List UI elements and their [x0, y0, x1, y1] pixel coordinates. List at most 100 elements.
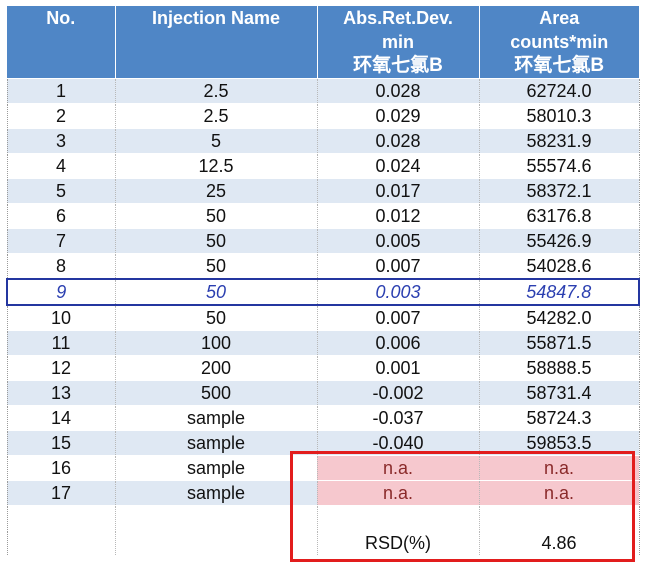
table-row: 6 50 0.012 63176.8 [6, 203, 640, 229]
cell-no: 6 [6, 203, 116, 229]
cell-abs-ret-dev: -0.040 [317, 430, 480, 456]
cell-area: 55871.5 [479, 330, 640, 356]
table-row: 7 50 0.005 55426.9 [6, 228, 640, 254]
results-table-container: No. Injection Name Abs.Ret.Dev. Area min… [6, 6, 640, 556]
header-unit-abs-ret-dev: min [317, 30, 480, 54]
cell-abs-ret-dev: 0.007 [317, 253, 480, 280]
cell-injection-name: 2.5 [115, 78, 318, 104]
cell-no: 12 [6, 355, 116, 381]
cell-area: 58231.9 [479, 128, 640, 154]
cell-no: 14 [6, 405, 116, 431]
cell-abs-ret-dev: 0.024 [317, 153, 480, 179]
table-row: 13 500 -0.002 58731.4 [6, 380, 640, 406]
table-row: 5 25 0.017 58372.1 [6, 178, 640, 204]
header-compound-abs-ret-dev: 环氧七氯B [317, 54, 480, 79]
cell-injection-name: 50 [115, 278, 318, 306]
table-row: 3 5 0.028 58231.9 [6, 128, 640, 154]
cell-no: 15 [6, 430, 116, 456]
table-row: 17 sample n.a. n.a. [6, 480, 640, 506]
table-row-selected[interactable]: 9 50 0.003 54847.8 [6, 278, 640, 306]
column-header-injection-name: Injection Name [115, 6, 318, 30]
header-compound-no [7, 54, 116, 79]
cell-area: 58724.3 [479, 405, 640, 431]
cell-abs-ret-dev: 0.028 [317, 78, 480, 104]
cell-no: 17 [6, 480, 116, 506]
column-header-no: No. [7, 6, 116, 30]
header-row-3: 环氧七氯B 环氧七氯B [7, 54, 639, 79]
cell-injection-name: 50 [115, 228, 318, 254]
cell-area: 63176.8 [479, 203, 640, 229]
cell-empty [115, 530, 318, 556]
summary-row: RSD(%) 4.86 [6, 530, 640, 556]
table-body: 1 2.5 0.028 62724.0 2 2.5 0.029 58010.3 … [6, 78, 640, 556]
table-row-empty [6, 505, 640, 531]
cell-area: 58888.5 [479, 355, 640, 381]
cell-injection-name: 50 [115, 253, 318, 280]
header-unit-no [7, 30, 116, 54]
cell-injection-name: 2.5 [115, 103, 318, 129]
cell-no: 16 [6, 455, 116, 481]
table-row: 4 12.5 0.024 55574.6 [6, 153, 640, 179]
rsd-value: 4.86 [479, 530, 640, 556]
cell-injection-name: 100 [115, 330, 318, 356]
cell-area: 58731.4 [479, 380, 640, 406]
cell-area: 54028.6 [479, 253, 640, 280]
cell-injection-name: 500 [115, 380, 318, 406]
cell-injection-name: 25 [115, 178, 318, 204]
cell-injection-name: sample [115, 430, 318, 456]
cell-abs-ret-dev: 0.028 [317, 128, 480, 154]
table-row: 1 2.5 0.028 62724.0 [6, 78, 640, 104]
cell-abs-ret-dev: 0.017 [317, 178, 480, 204]
header-unit-area: counts*min [479, 30, 639, 54]
cell-area: 59853.5 [479, 430, 640, 456]
cell-no: 4 [6, 153, 116, 179]
cell-injection-name: 5 [115, 128, 318, 154]
cell-no: 1 [6, 78, 116, 104]
cell-no: 9 [6, 278, 116, 306]
cell-no: 5 [6, 178, 116, 204]
cell-area: 55574.6 [479, 153, 640, 179]
table-row: 16 sample n.a. n.a. [6, 455, 640, 481]
results-table: No. Injection Name Abs.Ret.Dev. Area min… [6, 6, 640, 556]
cell-injection-name: sample [115, 480, 318, 506]
table-header: No. Injection Name Abs.Ret.Dev. Area min… [7, 6, 639, 79]
cell-no: 11 [6, 330, 116, 356]
table-row: 15 sample -0.040 59853.5 [6, 430, 640, 456]
cell-no: 3 [6, 128, 116, 154]
header-compound-injection-name [115, 54, 318, 79]
cell-empty [6, 530, 116, 556]
cell-empty [317, 505, 480, 531]
table-row: 14 sample -0.037 58724.3 [6, 405, 640, 431]
table-row: 12 200 0.001 58888.5 [6, 355, 640, 381]
rsd-label: RSD(%) [317, 530, 480, 556]
cell-injection-name: 50 [115, 203, 318, 229]
cell-empty [479, 505, 640, 531]
column-header-area: Area [479, 6, 639, 30]
column-header-abs-ret-dev: Abs.Ret.Dev. [317, 6, 480, 30]
cell-area: 58010.3 [479, 103, 640, 129]
cell-no: 10 [6, 305, 116, 331]
header-row-2: min counts*min [7, 30, 639, 54]
cell-abs-ret-dev: -0.002 [317, 380, 480, 406]
cell-injection-name: sample [115, 405, 318, 431]
table-row: 2 2.5 0.029 58010.3 [6, 103, 640, 129]
cell-abs-ret-dev: 0.007 [317, 305, 480, 331]
cell-area: 55426.9 [479, 228, 640, 254]
cell-area: n.a. [479, 455, 640, 481]
cell-empty [6, 505, 116, 531]
cell-injection-name: 50 [115, 305, 318, 331]
cell-no: 2 [6, 103, 116, 129]
cell-abs-ret-dev: n.a. [317, 480, 480, 506]
cell-abs-ret-dev: 0.006 [317, 330, 480, 356]
cell-injection-name: 12.5 [115, 153, 318, 179]
cell-empty [115, 505, 318, 531]
cell-area: 54282.0 [479, 305, 640, 331]
header-row-1: No. Injection Name Abs.Ret.Dev. Area [7, 6, 639, 30]
header-compound-area: 环氧七氯B [479, 54, 639, 79]
cell-abs-ret-dev: 0.029 [317, 103, 480, 129]
table-row: 8 50 0.007 54028.6 [6, 253, 640, 280]
cell-injection-name: 200 [115, 355, 318, 381]
cell-area: 62724.0 [479, 78, 640, 104]
cell-injection-name: sample [115, 455, 318, 481]
cell-area: 58372.1 [479, 178, 640, 204]
